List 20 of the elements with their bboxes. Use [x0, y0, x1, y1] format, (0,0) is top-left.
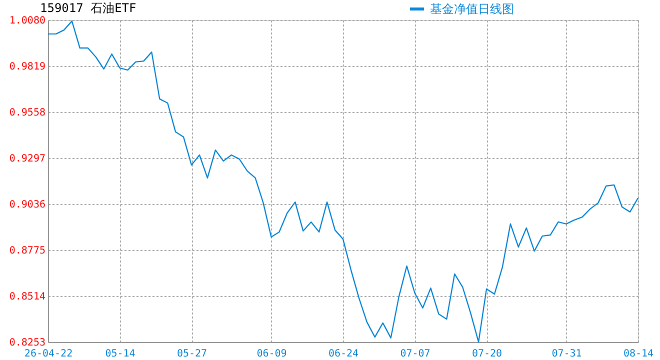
- chart-title: 159017 石油ETF: [40, 1, 136, 15]
- y-tick-label: 0.8253: [9, 338, 46, 348]
- x-tick-label: 06-09: [256, 348, 287, 360]
- x-tick-label: 05-14: [105, 348, 136, 360]
- legend-label: 基金净值日线图: [430, 2, 514, 16]
- x-tick-label: 08-14: [623, 348, 654, 360]
- y-tick-label: 0.8775: [9, 246, 46, 256]
- x-tick-label: 07-07: [400, 348, 430, 360]
- x-tick-label: 07-31: [552, 348, 582, 360]
- y-tick-label: 0.9036: [9, 200, 46, 210]
- y-tick-label: 0.9819: [9, 62, 46, 72]
- line-series: [47, 20, 639, 343]
- y-tick-label: 0.8514: [9, 292, 46, 302]
- y-tick-label: 1.0080: [9, 16, 46, 26]
- x-tick-label: 07-20: [472, 348, 502, 360]
- x-tick-label: 06-24: [328, 348, 359, 360]
- x-tick-label: 26-04-22: [24, 348, 73, 360]
- y-tick-label: 0.9297: [9, 154, 46, 164]
- x-tick-label: 05-27: [176, 348, 208, 360]
- y-tick-label: 0.9558: [9, 108, 46, 118]
